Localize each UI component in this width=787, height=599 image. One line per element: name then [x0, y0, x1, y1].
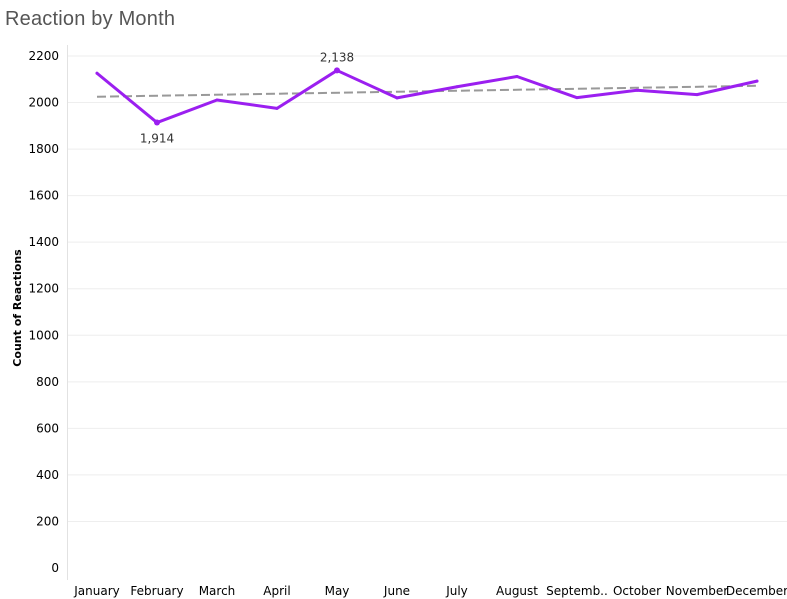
data-point [215, 98, 219, 102]
data-point [755, 79, 759, 83]
x-tick-label: April [263, 584, 290, 598]
data-label: 2,138 [320, 50, 354, 64]
y-tick-label: 0 [51, 561, 59, 575]
x-tick-label: August [496, 584, 538, 598]
data-point [95, 71, 99, 75]
series-layer [95, 68, 759, 125]
x-tick-label: Septemb.. [546, 584, 608, 598]
data-point [635, 88, 639, 92]
data-point [275, 106, 279, 110]
x-tick-label: February [130, 584, 183, 598]
series-line [95, 68, 759, 125]
y-tick-label: 400 [36, 468, 59, 482]
x-tick-label: May [325, 584, 350, 598]
x-tick-label: November [666, 584, 728, 598]
data-point [575, 96, 579, 100]
labeled-point-marker [154, 119, 160, 126]
y-tick-label: 1400 [28, 235, 59, 249]
y-tick-label: 1600 [28, 189, 59, 203]
y-tick-label: 1200 [28, 282, 59, 296]
labeled-point-marker [334, 67, 340, 74]
x-tick-label: March [199, 584, 236, 598]
chart-title: Reaction by Month [5, 8, 176, 30]
data-labels: 1,914 2,138 [140, 50, 354, 145]
data-point [455, 85, 459, 89]
grid-lines [67, 55, 787, 522]
y-tick-label: 2000 [28, 96, 59, 110]
data-point [695, 93, 699, 97]
x-tick-label: June [383, 584, 410, 598]
y-axis-label: Count of Reactions [11, 249, 24, 367]
y-tick-label: 1800 [28, 142, 59, 156]
x-tick-label: October [613, 584, 661, 598]
x-tick-label: January [73, 584, 120, 598]
data-point [395, 96, 399, 100]
data-point [515, 74, 519, 78]
axes: 0 200 400 600 800 1000 1200 1400 1600 1800 2000 220… [28, 45, 787, 598]
y-tick-label: 200 [36, 514, 59, 528]
y-tick-label: 600 [36, 421, 59, 435]
x-tick-label: July [445, 584, 468, 598]
x-tick-label: December [726, 584, 787, 598]
y-tick-label: 2200 [28, 49, 59, 63]
y-tick-label: 800 [36, 375, 59, 389]
y-tick-label: 1000 [28, 328, 59, 342]
data-label: 1,914 [140, 132, 174, 146]
